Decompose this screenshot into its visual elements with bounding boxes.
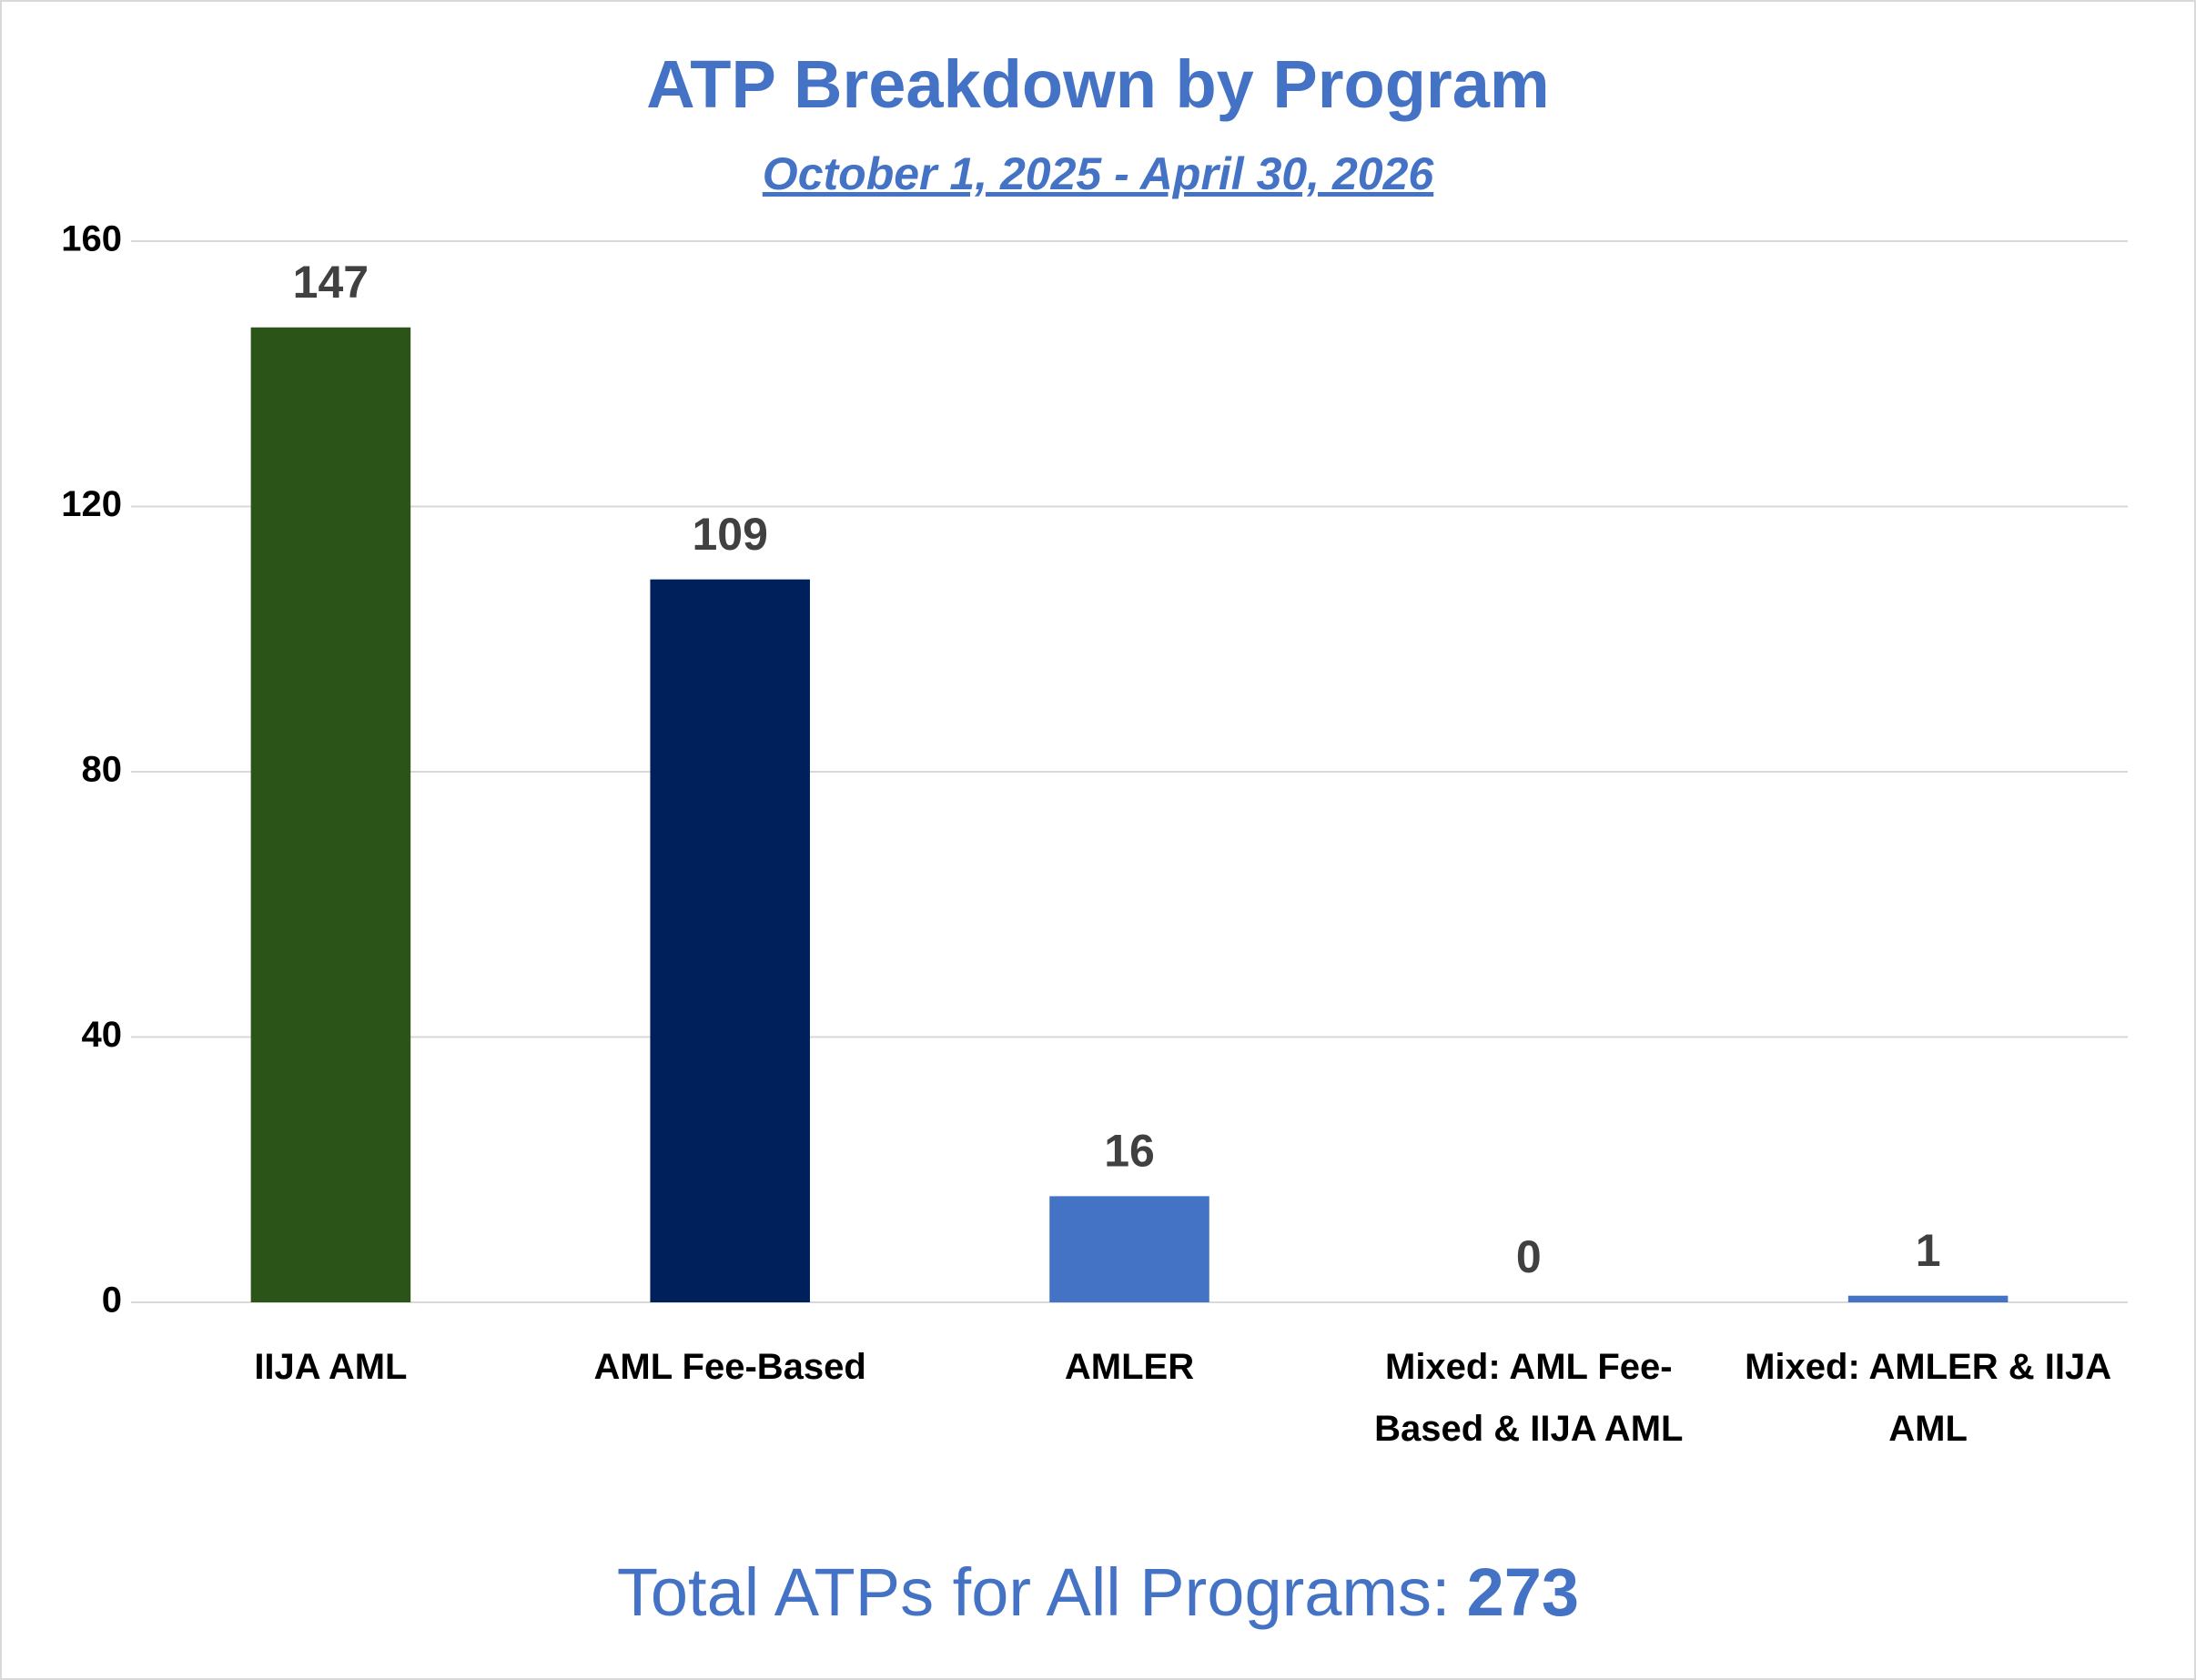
x-tick-label: Mixed: AMLER & IIJA AML [1745,1347,2112,1449]
footer: Total ATPs for All Programs: 273 [2,1553,2194,1631]
value-label: 16 [1104,1126,1155,1177]
chart-subtitle-box: October 1, 2025 - April 30, 2026 [2,147,2194,200]
bar [650,579,810,1302]
x-tick-label: IIJA AML [254,1347,408,1387]
value-label: 109 [692,509,767,560]
bar [1847,1295,2009,1302]
value-label: 1 [1916,1225,1941,1276]
y-tick-label: 160 [61,219,122,259]
footer-label: Total ATPs for All Programs: [616,1554,1451,1630]
x-tick-label: Mixed: AML Fee-Based & IIJA AML [1374,1347,1684,1449]
x-tick-label: AMLER [1064,1347,1195,1387]
y-tick-label: 80 [82,750,123,790]
footer-total: 273 [1466,1554,1580,1630]
y-tick-label: 0 [102,1280,122,1321]
x-tick-label: AML Fee-Based [593,1347,866,1387]
bar [1049,1196,1209,1302]
value-label: 147 [293,257,369,308]
chart-title: ATP Breakdown by Program [646,46,1550,122]
y-tick-label: 40 [82,1015,123,1055]
value-label: 0 [1516,1231,1542,1282]
bar [250,327,411,1302]
y-tick-label: 120 [61,484,122,524]
chart-subtitle: October 1, 2025 - April 30, 2026 [762,148,1434,199]
